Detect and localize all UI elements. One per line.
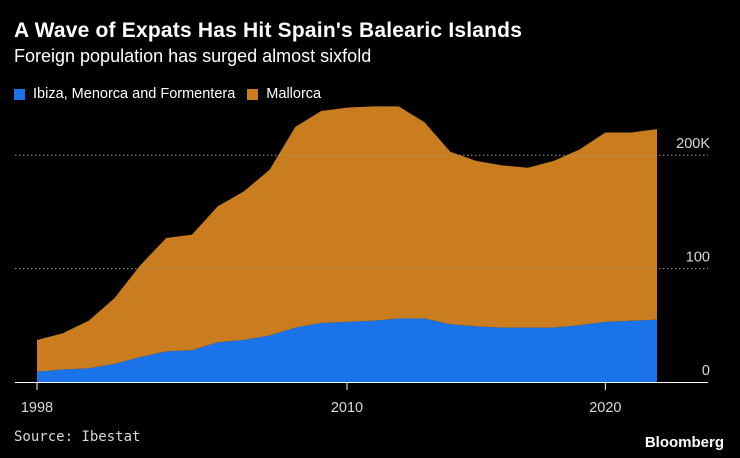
source-note: Source: Ibestat	[14, 429, 141, 445]
y-axis-ticks: 0 100 200K	[676, 136, 710, 379]
legend-swatch-mallorca	[247, 88, 259, 100]
legend-item-mallorca: Mallorca	[247, 87, 321, 102]
y-tick-label-0: 0	[702, 363, 710, 379]
x-tick-label-1998: 1998	[21, 400, 53, 416]
chart-subtitle: Foreign population has surged almost six…	[14, 46, 372, 66]
chart-title: A Wave of Expats Has Hit Spain's Baleari…	[14, 19, 523, 42]
legend-item-ibiza: Ibiza, Menorca and Formentera	[14, 87, 235, 102]
legend-label-ibiza: Ibiza, Menorca and Formentera	[33, 86, 236, 102]
x-axis-ticks: 1998 2010 2020	[21, 382, 621, 416]
area-series-ibiza-menorca-formentera	[37, 318, 657, 382]
bloomberg-logo: Bloomberg	[644, 434, 724, 451]
legend: Ibiza, Menorca and Formentera Mallorca	[14, 87, 333, 102]
area-layer	[37, 106, 657, 382]
x-tick-label-2020: 2020	[589, 400, 621, 416]
area-series-mallorca	[37, 106, 657, 372]
gridlines	[15, 154, 708, 270]
legend-label-mallorca: Mallorca	[266, 86, 322, 102]
legend-swatch-ibiza	[14, 88, 25, 100]
x-tick-label-2010: 2010	[331, 400, 363, 416]
y-tick-label-200: 200K	[676, 136, 710, 152]
y-tick-label-100: 100	[686, 250, 710, 266]
